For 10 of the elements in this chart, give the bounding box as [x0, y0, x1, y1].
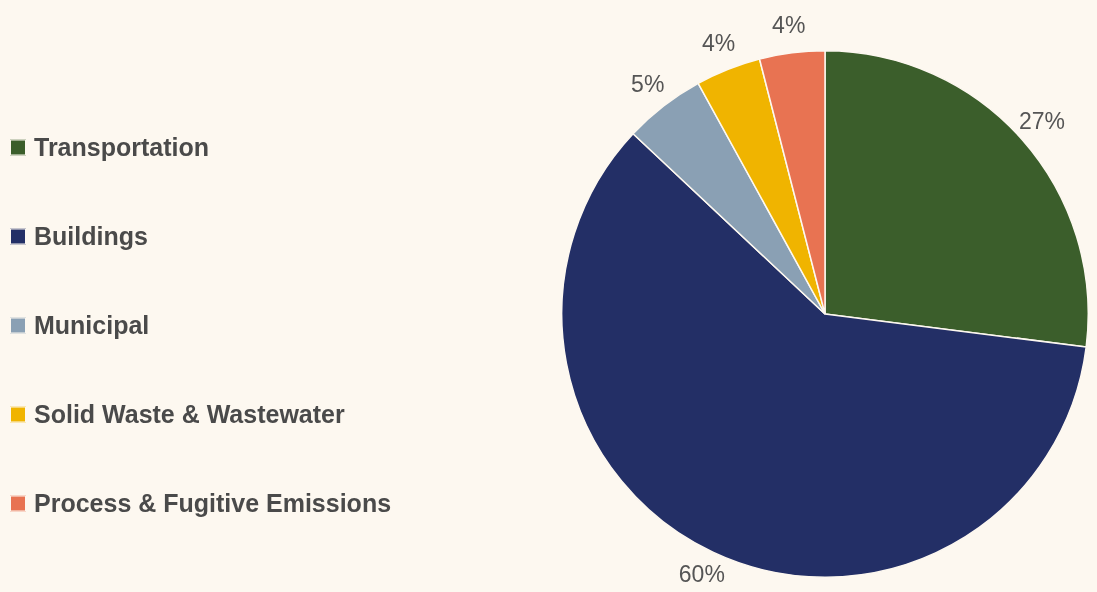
legend-label: Process & Fugitive Emissions [34, 488, 392, 518]
data-label: 60% [678, 561, 725, 588]
data-label: 4% [772, 12, 806, 39]
legend-label: Buildings [34, 221, 148, 251]
data-label: 27% [1018, 108, 1065, 135]
data-label: 4% [701, 30, 736, 57]
data-label: 5% [631, 70, 665, 97]
legend-label: Solid Waste & Wastewater [34, 399, 345, 429]
legend-label: Municipal [34, 310, 150, 340]
legend-label: Transportation [34, 132, 210, 162]
